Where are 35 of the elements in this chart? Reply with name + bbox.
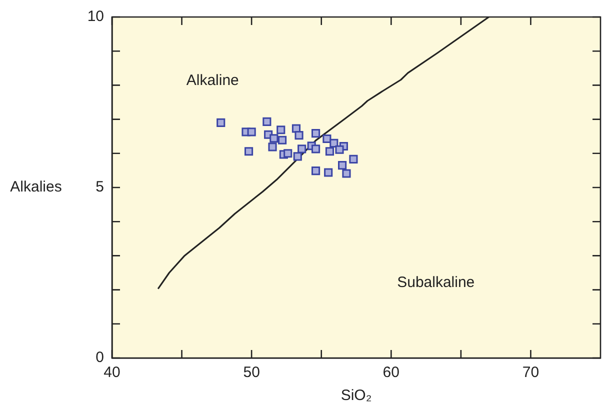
point xyxy=(325,147,334,156)
point xyxy=(276,126,286,134)
point xyxy=(216,118,226,127)
point xyxy=(311,166,320,176)
point xyxy=(338,161,347,170)
annotation: Alkaline xyxy=(186,72,239,89)
point xyxy=(349,154,358,164)
point xyxy=(270,134,278,143)
point xyxy=(311,144,320,154)
point xyxy=(311,128,320,138)
x-tick-label: 50 xyxy=(243,364,260,382)
point xyxy=(330,138,338,148)
point xyxy=(244,147,254,156)
point xyxy=(322,134,332,144)
point xyxy=(278,136,287,144)
point xyxy=(342,169,351,178)
point xyxy=(268,142,277,152)
annotation: Subalkaline xyxy=(397,274,475,291)
point xyxy=(324,168,333,177)
point xyxy=(247,128,256,136)
y-tick-label: 10 xyxy=(87,8,104,26)
point xyxy=(335,145,344,154)
x-tick-label: 40 xyxy=(104,364,120,382)
y-tick-label: 5 xyxy=(96,178,104,196)
x-tick-label: 60 xyxy=(382,364,400,382)
point xyxy=(298,144,306,154)
y-axis-title: Alkalies xyxy=(10,178,62,196)
point xyxy=(262,117,272,126)
point xyxy=(292,124,301,133)
y-tick-label: 0 xyxy=(96,349,104,366)
x-axis-title: SiO₂ xyxy=(340,387,372,404)
point xyxy=(284,149,292,158)
point xyxy=(293,152,302,161)
point xyxy=(294,131,304,140)
x-tick-label: 70 xyxy=(522,364,540,382)
